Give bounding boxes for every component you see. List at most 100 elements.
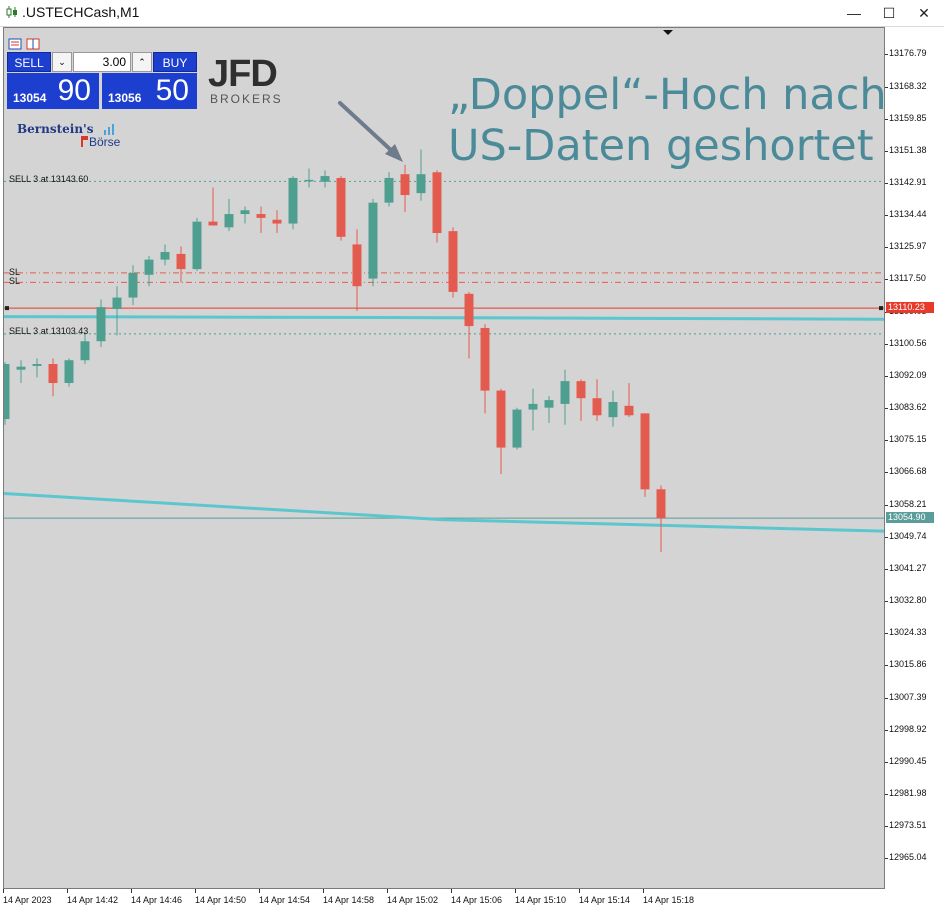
candle-body	[288, 177, 298, 224]
current-price-marker: 13054.90	[886, 512, 934, 524]
time-tick-mark	[579, 889, 580, 893]
candle-body	[112, 297, 122, 309]
time-tick-mark	[515, 889, 516, 893]
lot-decrease-button[interactable]: ⌄	[52, 52, 72, 72]
price-tick-label: 13125.97	[889, 241, 927, 252]
candle-body	[80, 341, 90, 361]
candlestick-chart-icon	[6, 6, 17, 18]
buy-quote-pips: 50	[155, 74, 189, 107]
candle-body	[320, 176, 330, 182]
price-tick-label: 13049.74	[889, 530, 927, 541]
candle-body	[144, 259, 154, 275]
time-tick-mark	[323, 889, 324, 893]
candle-body	[240, 210, 250, 215]
candle-body	[352, 244, 362, 287]
price-tick-mark	[885, 343, 888, 345]
candle-body	[336, 177, 346, 237]
price-tick-mark	[885, 472, 888, 474]
book-icon[interactable]	[26, 38, 40, 50]
buy-quote[interactable]: 13056 50	[102, 73, 197, 109]
candle-body	[160, 252, 170, 260]
price-tick-label: 12981.98	[889, 788, 927, 799]
time-tick-mark	[387, 889, 388, 893]
candle-body	[4, 364, 10, 420]
time-tick-label: 14 Apr 14:46	[131, 895, 183, 905]
sell-order-label-upper[interactable]: SELL 3 at 13143.60	[9, 174, 89, 184]
price-level-marker: 13110.23	[886, 302, 934, 314]
price-tick-label: 13075.15	[889, 434, 927, 445]
time-tick-mark	[131, 889, 132, 893]
price-tick-mark	[885, 375, 888, 377]
price-axis[interactable]: 13176.79 13168.32 13159.85 13151.38 13142.91…	[885, 27, 944, 889]
price-tick-label: 13066.68	[889, 466, 927, 477]
candle-body	[128, 272, 138, 298]
level-handle-right	[879, 306, 883, 311]
time-tick-mark	[67, 889, 68, 893]
price-tick-mark	[885, 794, 888, 796]
candle-body	[368, 202, 378, 279]
price-chart[interactable]	[4, 28, 884, 888]
sell-order-label-lower[interactable]: SELL 3 at 13103.43	[9, 326, 89, 336]
price-tick-mark	[885, 247, 888, 249]
maximize-button[interactable]: ☐	[882, 5, 896, 21]
price-tick-label: 13041.27	[889, 562, 927, 573]
sell-quote[interactable]: 13054 90	[7, 73, 99, 109]
minimize-button[interactable]: —	[847, 5, 861, 21]
candle-body	[416, 174, 426, 194]
price-tick-label: 13007.39	[889, 691, 927, 702]
jfd-brokers-logo: JFD BROKERS	[208, 53, 288, 106]
price-tick-mark	[885, 408, 888, 410]
close-button[interactable]: ✕	[918, 5, 930, 21]
chart-toolbar	[8, 38, 40, 50]
price-tick-label: 13176.79	[889, 48, 927, 59]
price-tick-mark	[885, 826, 888, 828]
stop-loss-label-2[interactable]: SL	[9, 276, 21, 286]
time-tick-label: 14 Apr 15:14	[579, 895, 631, 905]
candle-body	[656, 489, 666, 519]
buy-button[interactable]: BUY	[153, 52, 197, 72]
price-tick-mark	[885, 665, 888, 667]
candle-body	[48, 364, 58, 384]
candle-body	[32, 364, 42, 366]
candle-body	[592, 398, 602, 416]
time-axis[interactable]: 14 Apr 2023 14 Apr 14:42 14 Apr 14:46 14 Ap…	[0, 889, 944, 912]
lot-increase-button[interactable]: ⌃	[132, 52, 152, 72]
candle-body	[544, 400, 554, 408]
sell-button[interactable]: SELL	[7, 52, 51, 72]
moving-average-fast	[4, 315, 884, 321]
candle-body	[96, 307, 106, 342]
lot-size-input[interactable]: 3.00	[73, 52, 131, 72]
time-tick-mark	[259, 889, 260, 893]
sell-quote-pips: 90	[57, 74, 91, 107]
candle-body	[384, 177, 394, 203]
candle-body	[272, 219, 282, 224]
trade-panel-icon[interactable]	[8, 38, 22, 50]
price-tick-mark	[885, 215, 888, 217]
stop-loss-label-1[interactable]: SL	[9, 267, 21, 277]
price-tick-mark	[885, 118, 888, 120]
chart-shift-marker-icon	[663, 30, 673, 35]
headline-overlay: „Doppel“-Hoch nach US-Daten geshortet	[448, 70, 887, 172]
price-tick-label: 13015.86	[889, 659, 927, 670]
time-tick-mark	[643, 889, 644, 893]
candle-body	[400, 174, 410, 196]
price-tick-mark	[885, 279, 888, 281]
price-tick-mark	[885, 86, 888, 88]
time-tick-label: 14 Apr 15:02	[387, 895, 439, 905]
price-tick-mark	[885, 54, 888, 56]
time-tick-label: 14 Apr 14:54	[259, 895, 311, 905]
price-tick-mark	[885, 150, 888, 152]
price-tick-mark	[885, 504, 888, 506]
time-tick-label: 14 Apr 15:10	[515, 895, 567, 905]
candle-body	[576, 381, 586, 399]
jfd-logo-text: JFD	[208, 53, 278, 95]
chart-area[interactable]: SELL 3 at 13143.60 SL SL SELL 3 at 13103…	[3, 27, 885, 889]
level-handle-left	[5, 306, 9, 311]
candle-body	[608, 401, 618, 418]
price-tick-label: 13142.91	[889, 177, 927, 187]
candle-body	[560, 381, 570, 404]
candle-body	[304, 179, 314, 182]
price-tick-mark	[885, 601, 888, 603]
moving-average-slow	[4, 492, 884, 533]
time-tick-label: 14 Apr 14:50	[195, 895, 247, 905]
